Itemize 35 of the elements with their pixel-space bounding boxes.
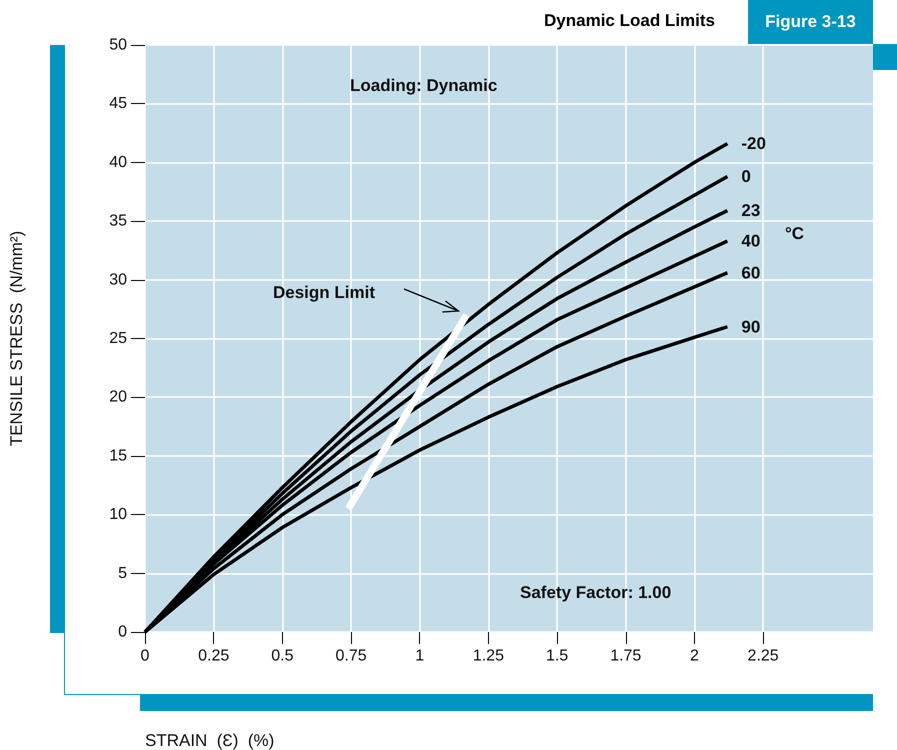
y-tick-label: 30 xyxy=(109,271,128,288)
series-label: 90 xyxy=(741,317,760,336)
x-tick-label: 1 xyxy=(415,648,424,664)
annotation: Loading: Dynamic xyxy=(350,76,498,95)
y-tick-label: 20 xyxy=(109,388,128,406)
y-tick-label: 5 xyxy=(118,564,128,582)
x-tick-label: 0 xyxy=(140,648,150,664)
x-tick-label: 2 xyxy=(690,648,699,664)
chart-subtitle: Figure 3-13 xyxy=(748,0,873,44)
y-tick-label: 35 xyxy=(109,212,128,230)
x-tick-label: 2.25 xyxy=(748,648,779,664)
y-tick-label: 45 xyxy=(109,95,128,112)
x-tick-label: 0.25 xyxy=(198,648,230,664)
chart-title: Dynamic Load Limits xyxy=(544,11,715,31)
x-axis-title: STRAIN (Ɛ) (%) xyxy=(145,731,274,750)
annotation: Design Limit xyxy=(273,283,376,302)
y-axis-title: TENSILE STRESS (N/mm²) xyxy=(7,230,26,446)
legend-title: °C xyxy=(785,224,804,243)
y-tick-label: 40 xyxy=(109,154,128,171)
series-label: 40 xyxy=(741,232,760,251)
series-label: 0 xyxy=(741,166,751,186)
y-tick-label: 25 xyxy=(109,330,128,347)
x-tick-label: 1.25 xyxy=(472,648,504,664)
y-tick-label: 0 xyxy=(118,624,128,640)
series-label: 23 xyxy=(741,201,760,220)
y-tick-label: 10 xyxy=(109,506,128,524)
y-tick-label: 50 xyxy=(109,36,128,54)
x-tick-label: 0.75 xyxy=(335,648,367,664)
series-label: -20 xyxy=(741,134,766,154)
annotation: Safety Factor: 1.00 xyxy=(520,583,672,602)
series-label: 60 xyxy=(741,263,760,282)
x-tick-label: 1.5 xyxy=(546,648,568,664)
x-tick-label: 0.5 xyxy=(271,648,294,664)
x-tick-label: 1.75 xyxy=(610,648,642,664)
y-tick-label: 15 xyxy=(109,447,128,464)
